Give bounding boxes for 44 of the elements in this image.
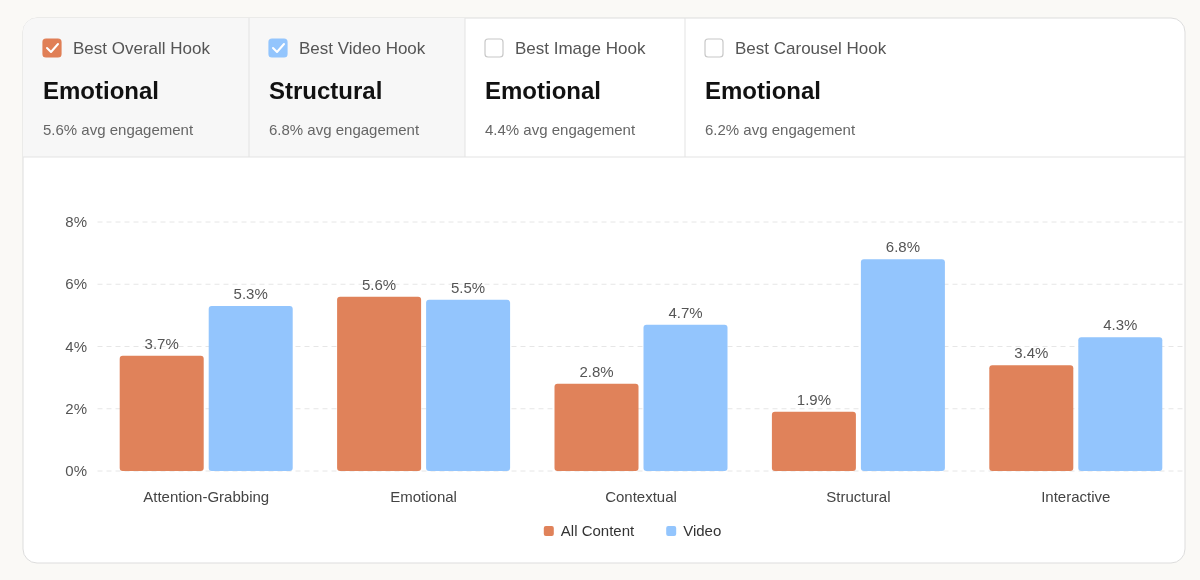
text: Best Overall Hook xyxy=(73,39,211,58)
bar xyxy=(643,324,728,471)
bar xyxy=(860,259,945,471)
legend-label: Video xyxy=(683,522,722,539)
bar xyxy=(554,383,639,471)
text: Emotional xyxy=(705,77,822,104)
x-tick-label: Attention-Grabbing xyxy=(143,488,270,505)
data-label: 5.5% xyxy=(451,278,486,296)
text: 5.6% avg engagement xyxy=(43,121,194,138)
y-tick-label: 2% xyxy=(65,399,87,417)
bar xyxy=(1078,337,1163,471)
bar xyxy=(771,411,856,471)
text: 4.4% avg engagement xyxy=(485,121,636,138)
text: 6.2% avg engagement xyxy=(705,121,856,138)
bar xyxy=(989,365,1074,471)
data-label: 3.7% xyxy=(144,334,179,352)
x-tick-label: Emotional xyxy=(390,488,457,505)
bar xyxy=(119,355,204,471)
data-label: 4.3% xyxy=(1103,316,1138,334)
data-label: 1.9% xyxy=(796,390,831,408)
x-tick-label: Contextual xyxy=(605,488,677,505)
text: Best Carousel Hook xyxy=(735,39,887,58)
data-label: 5.6% xyxy=(362,275,397,293)
data-label: 2.8% xyxy=(579,362,614,380)
data-label: 3.4% xyxy=(1014,344,1049,362)
bar xyxy=(337,296,422,471)
y-tick-label: 6% xyxy=(65,275,87,293)
x-tick-label: Structural xyxy=(826,488,891,505)
bar xyxy=(208,306,293,471)
text: Emotional xyxy=(43,77,160,104)
text: 6.8% avg engagement xyxy=(269,121,420,138)
legend-label: All Content xyxy=(560,522,636,539)
data-label: 5.3% xyxy=(233,285,268,303)
y-tick-label: 8% xyxy=(65,213,87,230)
text: Emotional xyxy=(485,77,602,104)
y-tick-label: 0% xyxy=(65,462,87,479)
text: Structural xyxy=(269,77,383,104)
y-tick-label: 4% xyxy=(65,337,87,355)
text: Best Image Hook xyxy=(515,39,646,58)
text: Best Video Hook xyxy=(299,39,426,58)
bar xyxy=(426,299,511,471)
data-label: 4.7% xyxy=(668,303,703,321)
data-label: 6.8% xyxy=(885,238,920,256)
x-tick-label: Interactive xyxy=(1041,488,1111,505)
